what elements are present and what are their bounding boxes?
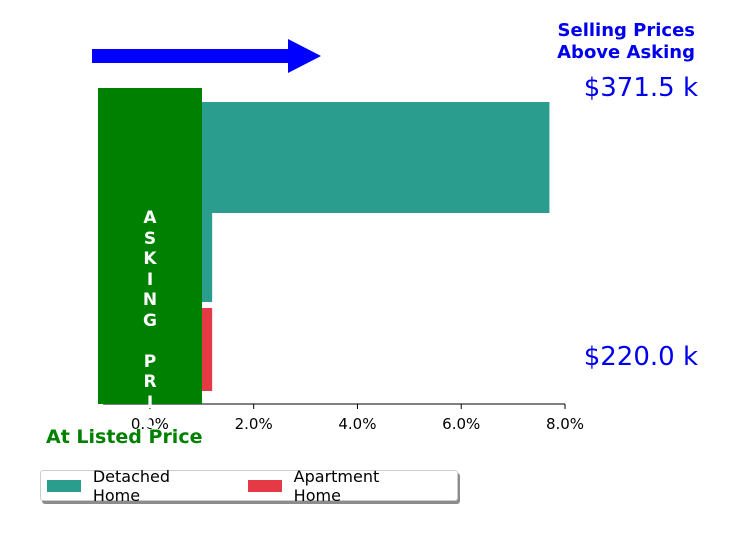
- x-tick-label-3: 6.0%: [442, 415, 480, 433]
- legend-item-apartment: Apartment Home: [247, 466, 431, 505]
- apartment-price-label: $220.0 k: [583, 342, 698, 372]
- legend-item-detached: Detached Home: [47, 467, 222, 505]
- selling-title-line-2: Above Asking: [557, 42, 695, 63]
- x-tick-label-4: 8.0%: [546, 415, 584, 433]
- x-tick-label-2: 4.0%: [338, 415, 376, 433]
- x-tick-label-1: 2.0%: [235, 415, 273, 433]
- legend: Detached Home Apartment Home: [40, 467, 458, 505]
- legend-label-detached: Detached Home: [92, 466, 171, 505]
- x-ticks: 0.0% 2.0% 4.0% 6.0% 8.0%: [131, 404, 584, 433]
- x-tick-label-0: 0.0%: [131, 415, 169, 433]
- selling-prices-title: Selling Prices Above Asking: [520, 20, 695, 64]
- at-listed-price-label: At Listed Price: [46, 426, 203, 448]
- detached-price-label: $371.5 k: [583, 73, 698, 103]
- asking-price-label: A S K I N G P R I C E: [142, 208, 158, 454]
- legend-label-apartment: Apartment Home: [293, 466, 380, 505]
- selling-title-line-1: Selling Prices: [557, 20, 695, 41]
- legend-swatch-apartment: [247, 479, 282, 492]
- right-arrow-icon: [92, 39, 321, 73]
- legend-swatch-detached: [47, 479, 81, 492]
- asking-price-box: A S K I N G P R I C E: [98, 88, 202, 454]
